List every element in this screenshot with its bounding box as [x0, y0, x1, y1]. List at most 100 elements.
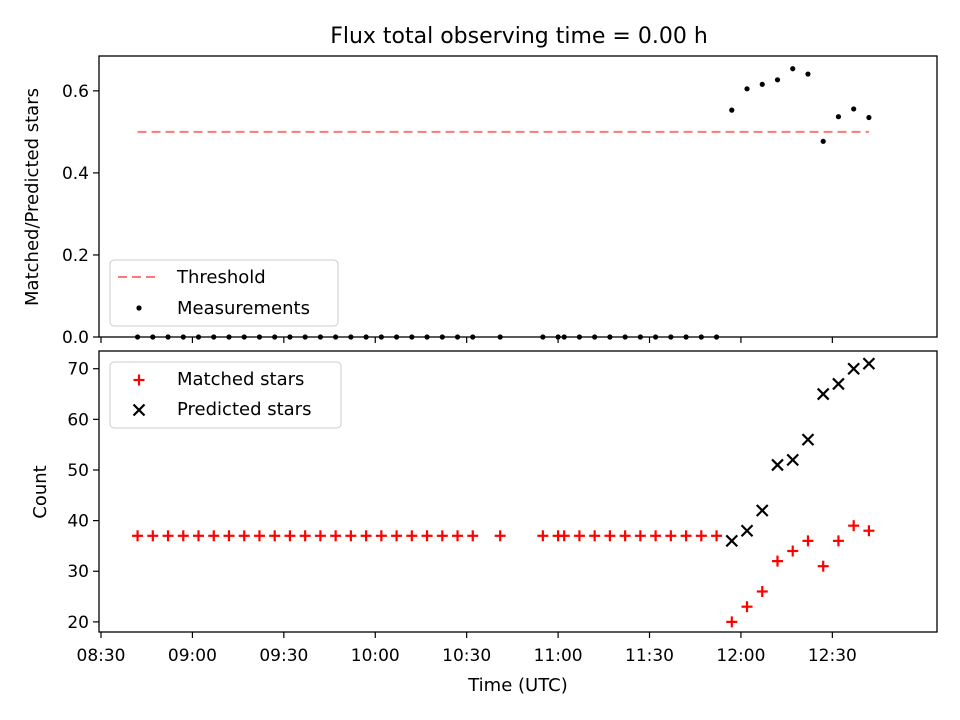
legend-measurements-label: Measurements: [177, 298, 310, 319]
ratio-marks: [134, 66, 872, 340]
ratio-y-tick-label: 0.2: [62, 246, 89, 266]
measurement-point: [454, 334, 461, 340]
matched-point: [619, 530, 631, 542]
measurement-point: [134, 334, 141, 340]
measurement-point: [576, 334, 583, 340]
count-x-tick-label: 11:00: [534, 646, 583, 666]
count-x-tick-label: 09:00: [168, 646, 217, 666]
matched-point: [253, 530, 265, 542]
matched-point: [817, 560, 829, 572]
matched-point: [238, 530, 250, 542]
matched-point: [314, 530, 326, 542]
matched-point: [589, 530, 601, 542]
predicted-point: [755, 504, 769, 517]
measurement-point: [211, 334, 217, 340]
measurement-point: [180, 334, 186, 340]
matched-point: [680, 530, 692, 542]
predicted-point: [740, 524, 754, 538]
matched-point: [726, 616, 738, 628]
matched-point: [573, 530, 585, 542]
matched-point: [132, 530, 144, 542]
measurement-point: [317, 334, 324, 340]
matched-point: [162, 530, 174, 542]
matched-point: [832, 535, 844, 547]
ratio-y-tick-label: 0.6: [62, 82, 89, 102]
count-x-tick-label: 10:00: [351, 646, 400, 666]
matched-point: [345, 530, 357, 542]
legend-x-marker: [132, 403, 146, 417]
measurement-point: [851, 106, 857, 112]
matched-point: [711, 530, 723, 542]
measurement-point: [272, 334, 278, 340]
predicted-point: [771, 458, 784, 472]
matched-point: [802, 535, 814, 547]
matched-point: [665, 530, 677, 542]
count-y-tick-label: 50: [67, 461, 89, 481]
matched-point: [269, 530, 281, 542]
matched-point: [436, 530, 448, 542]
ratio-legend-box: [109, 259, 339, 327]
measurement-point: [150, 334, 156, 340]
matched-point: [863, 525, 875, 537]
matched-point: [406, 530, 418, 542]
predicted-point: [847, 362, 860, 375]
measurement-point: [241, 334, 247, 340]
measurement-point: [561, 334, 567, 340]
matched-point: [558, 530, 570, 542]
count-x-tick-label: 10:30: [442, 646, 491, 666]
measurement-point: [165, 334, 171, 340]
legend-matched-label: Matched stars: [177, 369, 304, 390]
count-panel: 20 30 40 50 60 70 08:30 09:00 09:30 10:00 10:30 11…: [30, 350, 938, 696]
count-marks: [132, 357, 876, 628]
ratio-panel: 0.0 0.2 0.4 0.6 Matched/Predicted stars Thr…: [22, 55, 938, 348]
matched-point: [756, 585, 768, 597]
ratio-y-axis: 0.0 0.2 0.4 0.6: [62, 82, 99, 348]
count-x-axis: 08:30 09:00 09:30 10:00 10:30 11:00 11:30 12:00…: [77, 632, 857, 666]
measurement-point: [805, 71, 811, 77]
measurement-point: [424, 334, 430, 340]
measurement-point: [637, 334, 643, 340]
count-y-tick-label: 20: [67, 613, 89, 633]
measurement-point: [759, 81, 765, 87]
count-y-axis-label: Count: [30, 465, 51, 518]
count-y-tick-label: 60: [67, 410, 89, 430]
measurement-point: [256, 334, 263, 340]
matched-point: [537, 530, 549, 542]
measurement-point: [540, 334, 546, 340]
count-x-tick-label: 09:30: [259, 646, 308, 666]
measurement-point: [497, 334, 503, 340]
matched-point: [604, 530, 616, 542]
count-y-tick-label: 40: [67, 512, 89, 532]
ratio-y-axis-label: Matched/Predicted stars: [22, 88, 43, 306]
predicted-point: [832, 377, 845, 391]
measurement-point: [729, 107, 735, 113]
measurement-point: [835, 114, 842, 120]
count-x-tick-label: 12:00: [716, 646, 765, 666]
matched-point: [330, 530, 342, 542]
count-x-tick-label: 08:30: [77, 646, 126, 666]
matched-point: [391, 530, 403, 542]
chart-title: Flux total observing time = 0.00 h: [330, 24, 708, 49]
measurement-point: [363, 334, 369, 340]
predicted-point: [816, 387, 830, 401]
measurement-point: [226, 334, 232, 340]
legend-predicted-swatch: [132, 403, 146, 417]
matched-point: [177, 530, 189, 542]
measurement-point: [333, 334, 339, 340]
matched-point: [467, 530, 479, 542]
matched-point: [452, 530, 464, 542]
matched-point: [494, 530, 506, 542]
matched-point: [787, 545, 799, 557]
measurement-point: [302, 334, 308, 340]
measurement-point: [683, 334, 689, 340]
measurement-point: [790, 66, 796, 72]
matched-point: [193, 530, 205, 542]
count-legend: Matched stars Predicted stars: [109, 361, 342, 429]
ratio-y-tick-label: 0.4: [62, 164, 89, 184]
count-y-axis: 20 30 40 50 60 70: [67, 360, 99, 633]
matched-point: [223, 530, 235, 542]
measurement-point: [698, 334, 704, 340]
measurement-point: [866, 114, 872, 121]
ratio-x-ticks: [100, 337, 833, 343]
matched-point: [208, 530, 220, 542]
